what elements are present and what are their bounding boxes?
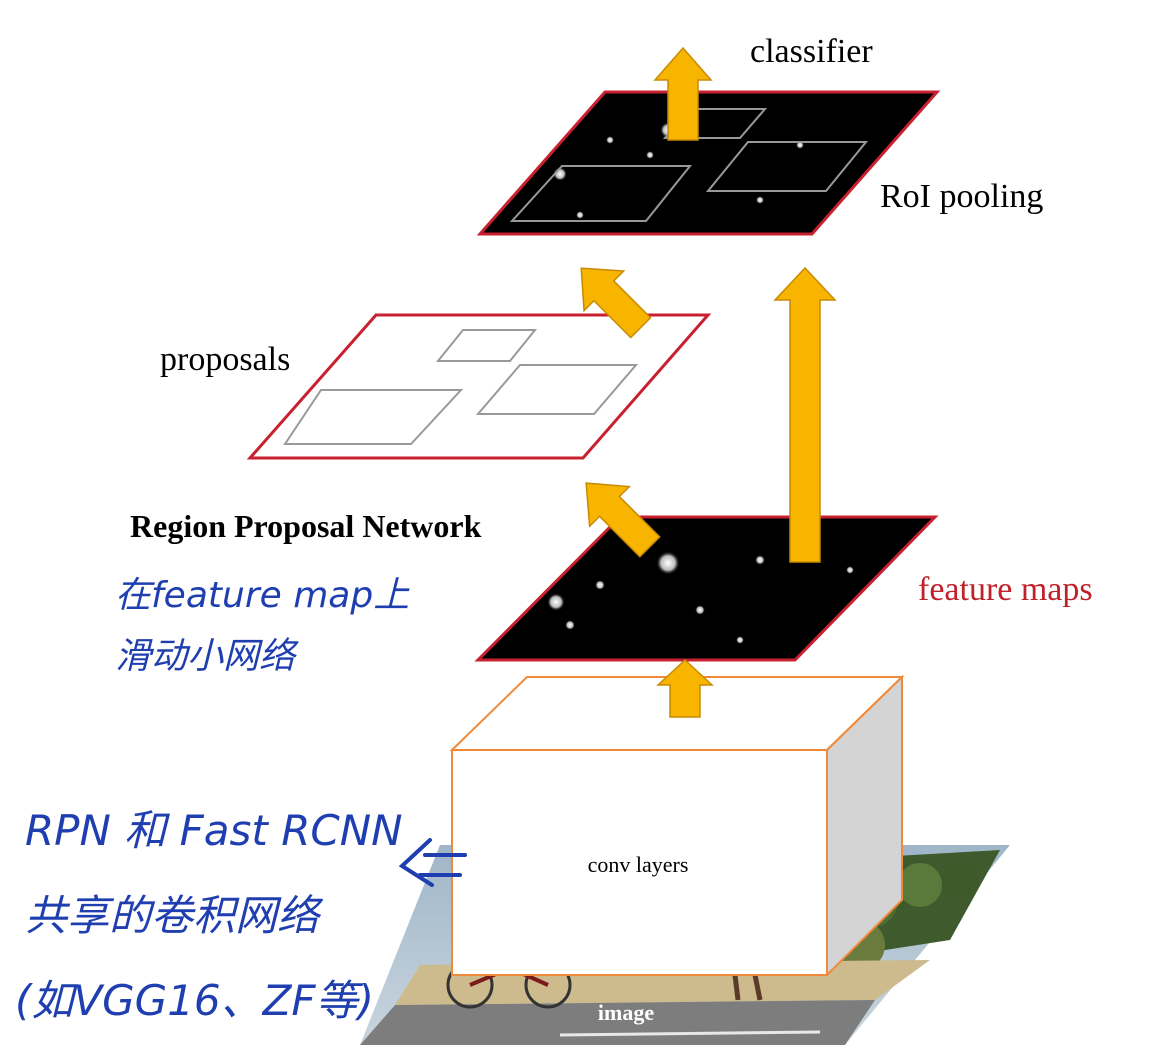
proposal-box-small: [435, 329, 538, 362]
pointer-arrow: [398, 838, 467, 887]
roi-pooling-label: RoI pooling: [880, 178, 1043, 215]
conv-layers-label: conv layers: [588, 852, 689, 877]
roi-box-left: [509, 165, 693, 222]
arrow-conv-to-feature: [656, 658, 714, 718]
shared-note-line3: (如VGG16、ZF等): [15, 976, 374, 1025]
proposal-box-left: [283, 389, 464, 445]
rpn-note-line2: 滑动小网络: [115, 636, 299, 677]
shared-note-line1: RPN 和 Fast RCNN: [25, 806, 403, 855]
arrow-proposals-to-roi: [580, 267, 652, 339]
arrow-roi-to-classifier: [653, 46, 713, 141]
image-label: image: [598, 1000, 654, 1025]
rpn-label: Region Proposal Network: [130, 508, 482, 544]
proposal-box-right: [475, 364, 639, 415]
arrow-feature-to-proposals: [585, 482, 661, 558]
arrow-feature-to-roi: [773, 266, 837, 563]
roi-pooling-plane: [476, 90, 941, 236]
classifier-label: classifier: [750, 33, 873, 70]
shared-note-line2: 共享的卷积网络: [25, 891, 324, 940]
rpn-note-line1: 在feature map上: [115, 575, 410, 616]
roi-box-right: [705, 141, 869, 192]
feature-maps-plane: [474, 515, 939, 662]
feature-maps-label: feature maps: [918, 571, 1093, 608]
proposals-plane: [246, 313, 712, 460]
conv-layers-box: [449, 674, 905, 978]
proposals-label: proposals: [160, 341, 290, 378]
